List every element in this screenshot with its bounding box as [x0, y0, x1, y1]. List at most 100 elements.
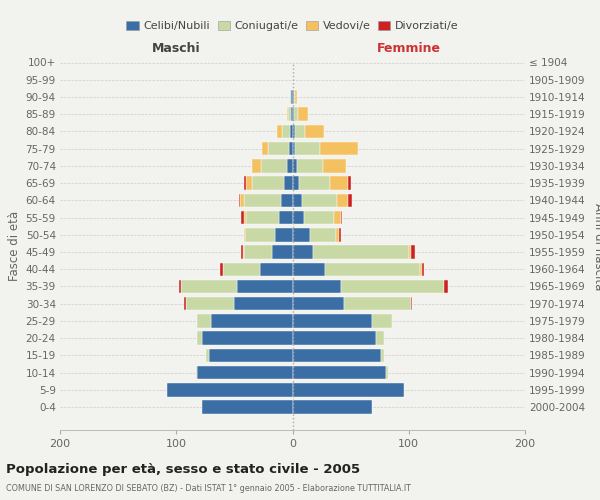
Bar [320, 142, 358, 156]
Bar [275, 228, 293, 241]
Bar [295, 142, 320, 156]
Bar [268, 142, 289, 156]
Bar [293, 314, 371, 328]
Bar [421, 262, 422, 276]
Bar [197, 332, 202, 345]
Bar [337, 194, 348, 207]
Y-axis label: Fasce di età: Fasce di età [8, 211, 22, 282]
Bar [348, 194, 352, 207]
Bar [293, 211, 304, 224]
Legend: Celibi/Nubili, Coniugati/e, Vedovi/e, Divorziati/e: Celibi/Nubili, Coniugati/e, Vedovi/e, Di… [122, 16, 463, 36]
Bar [246, 176, 252, 190]
Bar [277, 124, 282, 138]
Bar [284, 176, 293, 190]
Bar [344, 297, 411, 310]
Text: Popolazione per età, sesso e stato civile - 2005: Popolazione per età, sesso e stato civil… [6, 462, 360, 475]
Bar [202, 332, 293, 345]
Bar [292, 108, 293, 121]
Bar [376, 332, 385, 345]
Bar [409, 246, 411, 259]
Bar [325, 262, 421, 276]
Bar [245, 228, 275, 241]
Bar [293, 332, 376, 345]
Bar [411, 297, 412, 310]
Bar [293, 142, 295, 156]
Bar [244, 176, 246, 190]
Bar [241, 211, 244, 224]
Bar [443, 280, 448, 293]
Bar [179, 280, 181, 293]
Bar [293, 90, 295, 104]
Text: Femmine: Femmine [377, 42, 441, 55]
Bar [202, 400, 293, 414]
Bar [313, 246, 409, 259]
Bar [272, 246, 293, 259]
Bar [261, 159, 287, 172]
Bar [167, 383, 293, 396]
Bar [223, 262, 260, 276]
Bar [411, 246, 415, 259]
Bar [260, 262, 293, 276]
Bar [330, 176, 348, 190]
Bar [290, 124, 293, 138]
Bar [287, 108, 288, 121]
Bar [386, 366, 388, 380]
Bar [323, 159, 346, 172]
Bar [334, 211, 341, 224]
Bar [299, 176, 330, 190]
Bar [288, 108, 292, 121]
Bar [293, 400, 371, 414]
Bar [302, 194, 337, 207]
Bar [287, 159, 293, 172]
Bar [304, 211, 334, 224]
Bar [239, 194, 240, 207]
Bar [290, 90, 292, 104]
Bar [246, 211, 278, 224]
Bar [371, 314, 392, 328]
Bar [209, 348, 293, 362]
Bar [293, 194, 302, 207]
Bar [240, 194, 244, 207]
Bar [293, 108, 298, 121]
Bar [252, 159, 261, 172]
Bar [242, 246, 244, 259]
Bar [341, 280, 443, 293]
Bar [244, 228, 245, 241]
Bar [293, 348, 381, 362]
Bar [293, 262, 325, 276]
Bar [241, 246, 242, 259]
Bar [293, 246, 313, 259]
Bar [235, 297, 293, 310]
Bar [293, 124, 295, 138]
Bar [422, 262, 424, 276]
Bar [244, 211, 246, 224]
Bar [262, 142, 268, 156]
Bar [244, 246, 272, 259]
Bar [252, 176, 284, 190]
Bar [244, 194, 281, 207]
Bar [206, 348, 209, 362]
Bar [293, 176, 299, 190]
Bar [185, 297, 235, 310]
Bar [341, 211, 343, 224]
Bar [310, 228, 335, 241]
Bar [293, 159, 297, 172]
Bar [196, 366, 197, 380]
Bar [289, 142, 293, 156]
Bar [293, 297, 344, 310]
Bar [298, 108, 308, 121]
Bar [297, 159, 323, 172]
Bar [293, 280, 341, 293]
Bar [293, 228, 310, 241]
Bar [293, 383, 404, 396]
Bar [278, 211, 293, 224]
Bar [293, 366, 386, 380]
Text: COMUNE DI SAN LORENZO DI SEBATO (BZ) - Dati ISTAT 1° gennaio 2005 - Elaborazione: COMUNE DI SAN LORENZO DI SEBATO (BZ) - D… [6, 484, 411, 493]
Bar [197, 314, 211, 328]
Bar [339, 228, 341, 241]
Bar [295, 90, 297, 104]
Bar [236, 280, 293, 293]
Bar [348, 176, 350, 190]
Bar [281, 194, 293, 207]
Y-axis label: Anni di nascita: Anni di nascita [592, 202, 600, 290]
